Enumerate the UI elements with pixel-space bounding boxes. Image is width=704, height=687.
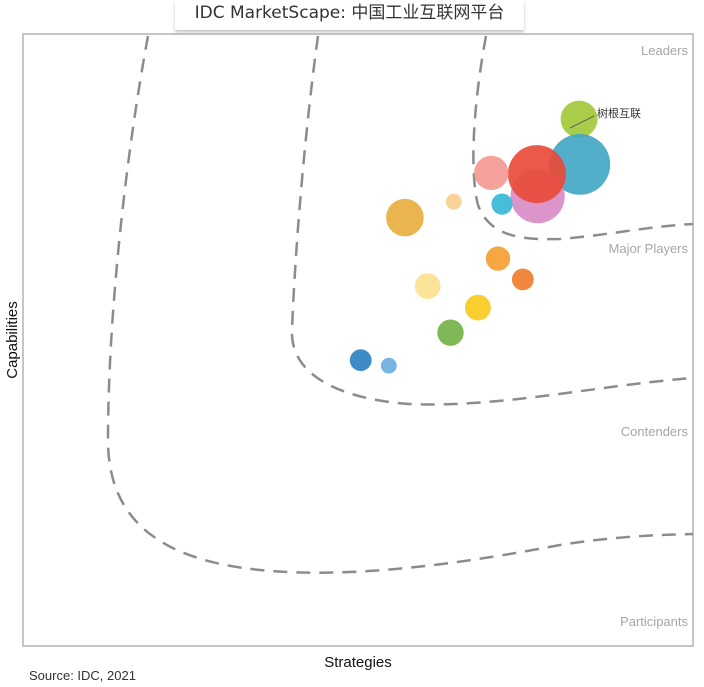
region-label-major-players: Major Players	[609, 241, 689, 256]
bubble-vendor-highlighted[interactable]	[560, 100, 598, 138]
bubble-vendor-12[interactable]	[465, 294, 491, 321]
region-label-leaders: Leaders	[641, 43, 688, 58]
region-label-participants: Participants	[620, 614, 688, 629]
bubble-vendor-5[interactable]	[474, 155, 509, 191]
bubble-vendor-4[interactable]	[507, 145, 566, 204]
bubble-vendor-14[interactable]	[349, 349, 372, 372]
callout-label: 树根互联	[597, 106, 641, 120]
bubble-vendor-11[interactable]	[414, 273, 441, 299]
source-note: Source: IDC, 2021	[29, 668, 136, 683]
boundary-contenders	[106, 35, 694, 574]
bubble-vendor-6[interactable]	[491, 193, 513, 215]
boundary-major-players	[290, 35, 694, 406]
bubble-vendor-8[interactable]	[386, 198, 424, 237]
x-axis-label: Strategies	[324, 654, 392, 671]
y-axis-label: Capabilities	[4, 301, 21, 379]
boundary-leaders	[472, 35, 694, 241]
callout-leader-line	[569, 115, 595, 129]
bubble-vendor-13[interactable]	[437, 319, 464, 346]
region-label-contenders: Contenders	[621, 424, 689, 439]
bubble-layer	[349, 100, 611, 374]
bubble-vendor-15[interactable]	[380, 357, 397, 374]
bubble-vendor-9[interactable]	[485, 246, 511, 271]
chart-title: IDC MarketScape: 中国工业互联网平台	[175, 0, 524, 30]
bubble-vendor-10[interactable]	[511, 268, 534, 291]
bubble-vendor-7[interactable]	[445, 193, 462, 210]
